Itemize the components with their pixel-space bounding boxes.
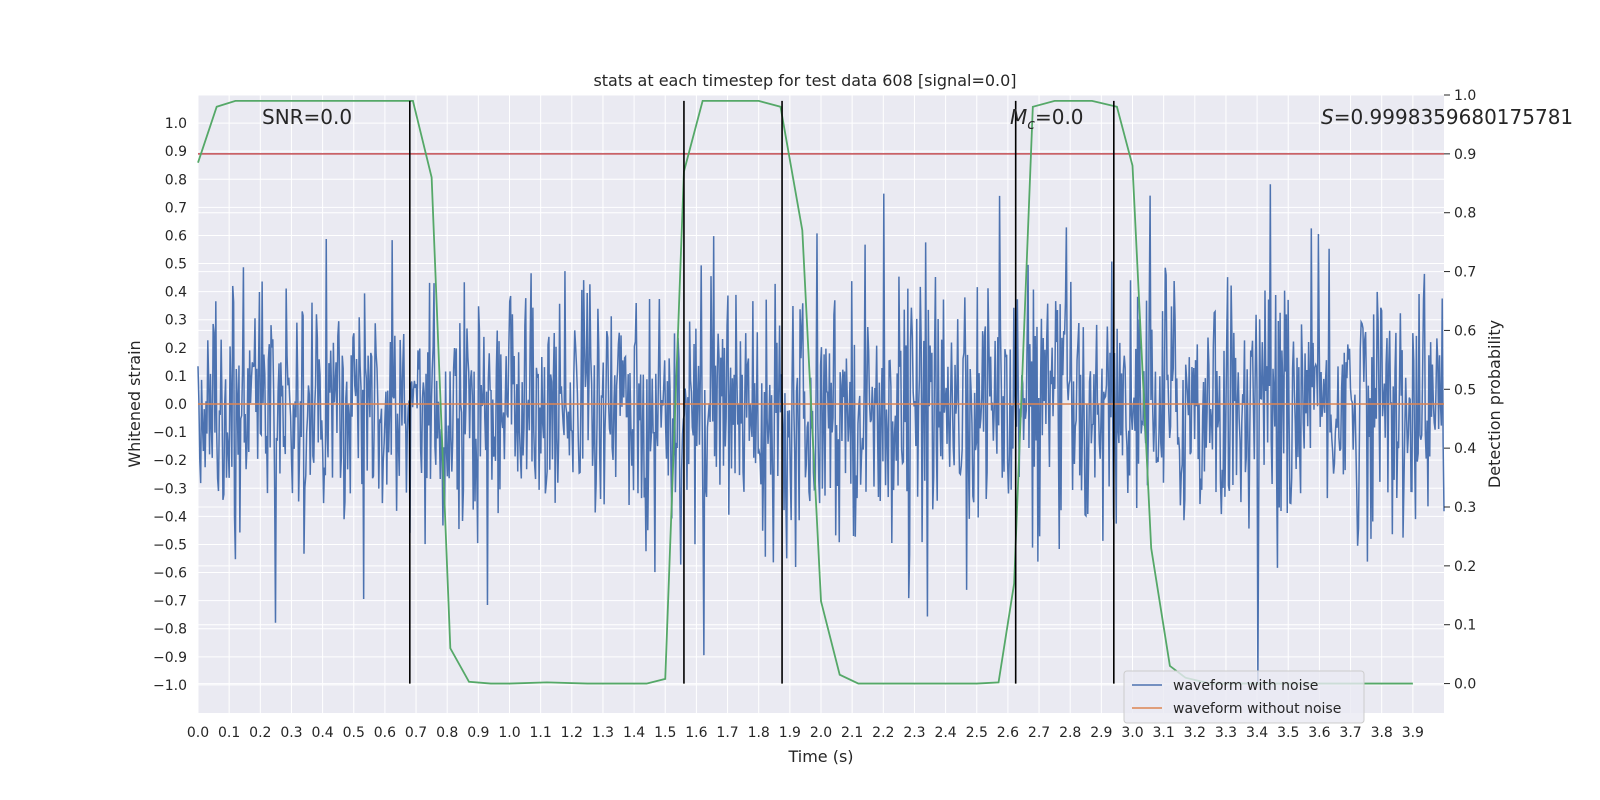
legend-box — [1123, 670, 1365, 724]
x-tick-label: 2.6 — [997, 725, 1019, 741]
x-tick-label: 1.0 — [498, 725, 520, 741]
noise-waveform-line — [197, 184, 1445, 685]
s-symbol: S — [1321, 105, 1334, 129]
y-tick-label: −0.6 — [153, 566, 187, 582]
y2-tick-label: 0.8 — [1454, 206, 1476, 222]
x-tick-label: 3.7 — [1339, 725, 1361, 741]
s-annotation: S=0.9998359680175781 — [1321, 105, 1573, 129]
x-tick-label: 0.8 — [436, 725, 458, 741]
x-tick-label: 2.8 — [1059, 725, 1081, 741]
y2-tick-label: 0.4 — [1454, 441, 1476, 457]
x-tick-label: 2.5 — [966, 725, 988, 741]
y2-tick-label: 0.6 — [1454, 323, 1476, 339]
x-tick-label: 0.5 — [343, 725, 365, 741]
x-tick-label: 3.3 — [1215, 725, 1237, 741]
x-tick-label: 3.8 — [1371, 725, 1393, 741]
y-tick-label: −1.0 — [153, 678, 187, 694]
x-tick-label: 0.2 — [249, 725, 271, 741]
legend-label-noise: waveform with noise — [1173, 678, 1318, 694]
y2-tick-label: 0.5 — [1454, 382, 1476, 398]
x-tick-label: 3.2 — [1184, 725, 1206, 741]
y-tick-label: −0.5 — [153, 537, 187, 553]
series-waveform-with-noise — [197, 184, 1445, 685]
y-tick-label: 0.3 — [165, 313, 187, 329]
y2-axis-ticks: 1.0 0.9 0.8 0.7 0.6 0.5 0.4 0.3 0.2 0.1 0.0 — [1444, 88, 1476, 693]
x-tick-label: 0.0 — [187, 725, 209, 741]
x-tick-label: 2.4 — [934, 725, 956, 741]
x-axis-label: Time (s) — [787, 747, 853, 766]
y2-tick-label: 0.3 — [1454, 500, 1476, 516]
x-tick-label: 3.0 — [1121, 725, 1143, 741]
mc-value: =0.0 — [1035, 105, 1084, 129]
y-tick-label: 0.7 — [165, 200, 187, 216]
y-axis-ticks: 1.0 0.9 0.8 0.7 0.6 0.5 0.4 0.3 0.2 0.1 0.0 −0.1 −0.… — [153, 116, 187, 694]
x-tick-label: 3.1 — [1153, 725, 1175, 741]
x-axis-ticks: 0.0 0.1 0.2 0.3 0.4 0.5 0.6 0.7 0.8 0.9 1.0 1.1 1.2 1… — [187, 725, 1424, 741]
x-tick-label: 0.7 — [405, 725, 427, 741]
s-value: =0.9998359680175781 — [1334, 105, 1573, 129]
y-tick-label: −0.1 — [153, 425, 187, 441]
y2-tick-label: 0.2 — [1454, 559, 1476, 575]
y-tick-label: 0.9 — [165, 144, 187, 160]
x-tick-label: 3.6 — [1308, 725, 1330, 741]
chart-title: stats at each timestep for test data 608… — [593, 71, 1016, 90]
y2-tick-label: 1.0 — [1454, 88, 1476, 104]
x-tick-label: 0.9 — [467, 725, 489, 741]
y-tick-label: 0.8 — [165, 172, 187, 188]
y2-tick-label: 0.7 — [1454, 265, 1476, 281]
x-tick-label: 2.3 — [903, 725, 925, 741]
x-tick-label: 1.6 — [685, 725, 707, 741]
x-tick-label: 1.1 — [530, 725, 552, 741]
y2-tick-label: 0.1 — [1454, 618, 1476, 634]
x-tick-label: 3.9 — [1402, 725, 1424, 741]
vertical-markers — [409, 100, 1115, 684]
y-tick-label: 0.1 — [165, 369, 187, 385]
x-tick-label: 2.2 — [872, 725, 894, 741]
x-tick-label: 0.4 — [311, 725, 333, 741]
x-tick-label: 2.7 — [1028, 725, 1050, 741]
x-tick-label: 1.5 — [654, 725, 676, 741]
y-tick-label: 0.6 — [165, 228, 187, 244]
y-tick-label: 0.2 — [165, 341, 187, 357]
y-tick-label: 0.5 — [165, 257, 187, 273]
x-tick-label: 1.8 — [748, 725, 770, 741]
x-tick-label: 1.2 — [561, 725, 583, 741]
series-detection-probability — [197, 99, 1413, 685]
x-tick-label: 1.9 — [779, 725, 801, 741]
y-tick-label: 1.0 — [165, 116, 187, 132]
x-tick-label: 0.1 — [218, 725, 240, 741]
detection-probability-line — [197, 99, 1413, 685]
y2-tick-label: 0.0 — [1454, 677, 1476, 693]
x-tick-label: 2.1 — [841, 725, 863, 741]
x-tick-label: 0.3 — [280, 725, 302, 741]
y-tick-label: −0.8 — [153, 622, 187, 638]
mc-annotation: Mc=0.0 — [1010, 105, 1084, 133]
x-tick-label: 3.4 — [1246, 725, 1268, 741]
x-tick-label: 2.9 — [1090, 725, 1112, 741]
x-tick-label: 1.3 — [592, 725, 614, 741]
y-tick-label: −0.7 — [153, 594, 187, 610]
y2-tick-label: 0.9 — [1454, 147, 1476, 163]
mc-subscript: c — [1027, 117, 1035, 133]
x-tick-label: 2.0 — [810, 725, 832, 741]
y-axis-label: Whitened strain — [125, 340, 144, 467]
y-tick-label: −0.3 — [153, 481, 187, 497]
x-tick-label: 3.5 — [1277, 725, 1299, 741]
x-tick-label: 1.4 — [623, 725, 645, 741]
legend: waveform with noise waveform without noi… — [1123, 670, 1365, 724]
x-tick-label: 1.7 — [716, 725, 738, 741]
y2-axis-label: Detection probability — [1485, 320, 1504, 488]
legend-label-clean: waveform without noise — [1173, 701, 1341, 717]
y-tick-label: −0.2 — [153, 453, 187, 469]
y-tick-label: 0.4 — [165, 285, 187, 301]
y-tick-label: −0.9 — [153, 650, 187, 666]
x-tick-label: 0.6 — [374, 725, 396, 741]
y-tick-label: −0.4 — [153, 509, 187, 525]
y-tick-label: 0.0 — [165, 397, 187, 413]
snr-annotation: SNR=0.0 — [262, 105, 352, 129]
mc-symbol: M — [1010, 105, 1027, 129]
